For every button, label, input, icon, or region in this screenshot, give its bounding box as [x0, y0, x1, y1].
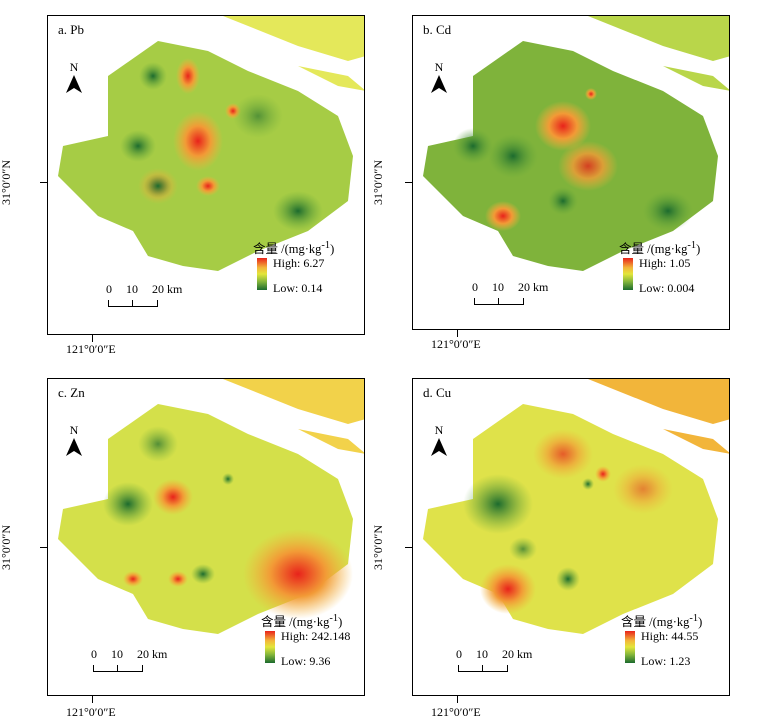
panel-label: c. Zn: [58, 385, 85, 400]
scale-mid-tick: [132, 300, 133, 306]
latitude-label: 31°0′0″N: [371, 159, 386, 206]
longitude-label: 121°0′0″E: [66, 705, 116, 719]
legend-low: Low: 0.004: [639, 281, 695, 295]
scale-mid-tick: [482, 665, 483, 671]
north-arrow-icon: [431, 438, 447, 456]
scale-label-10: 10: [111, 647, 123, 661]
longitude-label: 121°0′0″E: [66, 342, 116, 356]
scale-label-20: 20 km: [152, 282, 183, 296]
panel-cd: b. Cd N 含量 /(mg·kg-1) High: 1.05 Low: 0.…: [412, 15, 730, 330]
latitude-label: 31°0′0″N: [371, 524, 386, 571]
legend-low: Low: 1.23: [641, 654, 691, 668]
longitude-tick: [92, 335, 93, 342]
legend-high: High: 1.05: [639, 256, 691, 270]
map-zn: [58, 379, 364, 634]
scale-mid-tick: [498, 298, 499, 304]
longitude-tick: [457, 330, 458, 337]
map-cd: [423, 16, 729, 271]
legend-high: High: 44.55: [641, 629, 699, 643]
scale-label-0: 0: [456, 647, 462, 661]
longitude-label: 121°0′0″E: [431, 337, 481, 351]
scale-label-10: 10: [126, 282, 138, 296]
north-label: N: [69, 60, 79, 74]
north-label: N: [434, 423, 444, 437]
legend-high: High: 6.27: [273, 256, 325, 270]
legend-title: 含量 /(mg·kg-1): [261, 612, 343, 629]
scale-label-10: 10: [492, 280, 504, 294]
north-arrow-icon: [431, 75, 447, 93]
scale-label-20: 20 km: [502, 647, 533, 661]
longitude-label: 121°0′0″E: [431, 705, 481, 719]
north-arrow: N: [62, 423, 86, 462]
scale-label-0: 0: [106, 282, 112, 296]
map-cu: [423, 379, 729, 634]
legend-colorbar: [265, 631, 275, 663]
legend-title: 含量 /(mg·kg-1): [253, 239, 335, 256]
legend-title: 含量 /(mg·kg-1): [621, 612, 703, 629]
north-arrow: N: [427, 60, 451, 99]
north-arrow: N: [62, 60, 86, 99]
legend-colorbar: [623, 258, 633, 290]
scale-label-0: 0: [91, 647, 97, 661]
longitude-tick: [92, 696, 93, 703]
legend-title: 含量 /(mg·kg-1): [619, 239, 701, 256]
latitude-tick: [405, 547, 412, 548]
scale-line: [474, 298, 524, 305]
north-arrow-icon: [66, 75, 82, 93]
panel-label: d. Cu: [423, 385, 452, 400]
legend-high: High: 242.148: [281, 629, 351, 643]
scale-label-20: 20 km: [518, 280, 549, 294]
scale-label-20: 20 km: [137, 647, 168, 661]
scale-line: [458, 665, 508, 672]
legend-colorbar: [625, 631, 635, 663]
scale-label-10: 10: [476, 647, 488, 661]
legend-colorbar: [257, 258, 267, 290]
panel-cu: d. Cu N 含量 /(mg·kg-1) High: 44.55 Low: 1…: [412, 378, 730, 696]
map-pb: [58, 16, 364, 271]
scale-line: [108, 300, 158, 307]
latitude-label: 31°0′0″N: [0, 524, 14, 571]
panel-zn: c. Zn N 含量 /(mg·kg-1) High: 242.148 Low:…: [47, 378, 365, 696]
legend-low: Low: 9.36: [281, 654, 331, 668]
scale-label-0: 0: [472, 280, 478, 294]
legend-low: Low: 0.14: [273, 281, 323, 295]
latitude-tick: [40, 182, 47, 183]
north-label: N: [69, 423, 79, 437]
north-label: N: [434, 60, 444, 74]
latitude-tick: [40, 547, 47, 548]
latitude-label: 31°0′0″N: [0, 159, 14, 206]
latitude-tick: [405, 182, 412, 183]
panel-label: a. Pb: [58, 22, 84, 37]
panel-label: b. Cd: [423, 22, 452, 37]
scale-mid-tick: [117, 665, 118, 671]
north-arrow: N: [427, 423, 451, 462]
scale-line: [93, 665, 143, 672]
longitude-tick: [457, 696, 458, 703]
panel-pb: a. Pb N 含量 /(mg·kg-1) High: 6.27 Low: 0.…: [47, 15, 365, 335]
north-arrow-icon: [66, 438, 82, 456]
